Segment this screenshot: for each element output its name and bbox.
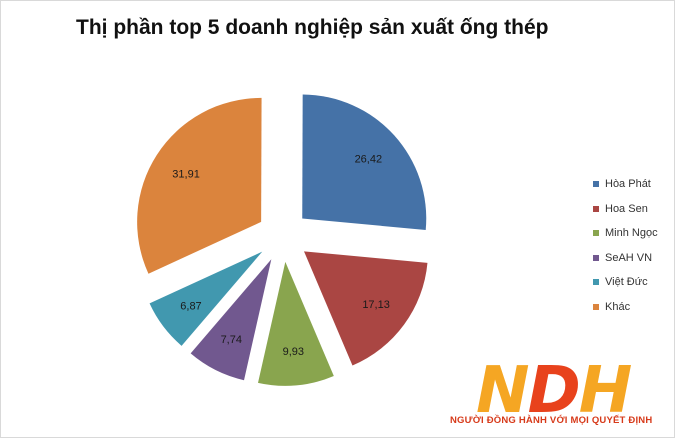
data-label-5: 6,87 — [180, 300, 201, 312]
legend-label: Việt Đức — [605, 276, 648, 289]
chart-title: Thị phần top 5 doanh nghiệp sản xuất ống… — [76, 16, 549, 39]
legend-label: Minh Ngọc — [605, 227, 658, 240]
legend-item-3: Minh Ngọc — [593, 221, 658, 246]
pie-slice-5 — [149, 251, 263, 346]
legend-item-6: Khác — [593, 295, 658, 320]
legend-label: Khác — [605, 300, 631, 313]
legend-item-1: Hòa Phát — [593, 172, 658, 197]
legend-item-2: Hoa Sen — [593, 197, 658, 222]
legend-label: SeAH VN — [605, 251, 653, 264]
logo-tagline: NGƯỜI ĐỒNG HÀNH VỚI MỌI QUYẾT ĐỊNH — [450, 415, 653, 426]
data-label-2: 17,13 — [362, 299, 390, 311]
data-label-4: 7,74 — [221, 334, 242, 346]
pie-slice-2 — [303, 251, 428, 366]
data-label-3: 9,93 — [283, 346, 304, 358]
pie-slice-1 — [302, 94, 427, 231]
data-label-6: 31,91 — [172, 169, 200, 181]
pie-slice-4 — [190, 259, 272, 381]
legend-swatch — [593, 303, 599, 310]
legend-swatch — [593, 230, 599, 237]
legend-swatch — [593, 279, 599, 286]
pie-slice-3 — [258, 261, 334, 386]
legend-item-5: Việt Đức — [593, 270, 658, 295]
legend-swatch — [593, 181, 599, 188]
legend-item-4: SeAH VN — [593, 246, 658, 271]
logo-letters: NDH — [476, 354, 632, 428]
legend-label: Hòa Phát — [605, 178, 651, 191]
chart-legend: Hòa Phát Hoa Sen Minh Ngọc SeAH VN Việt Đức K… — [593, 172, 658, 319]
ndh-logo: NDH NGƯỜI ĐỒNG HÀNH VỚI MỌI QUYẾT ĐỊNH — [448, 354, 670, 436]
pie-slice-6 — [137, 97, 262, 274]
legend-label: Hoa Sen — [605, 202, 648, 215]
legend-swatch — [593, 205, 599, 212]
data-label-1: 26,42 — [355, 153, 383, 165]
legend-swatch — [593, 254, 599, 261]
